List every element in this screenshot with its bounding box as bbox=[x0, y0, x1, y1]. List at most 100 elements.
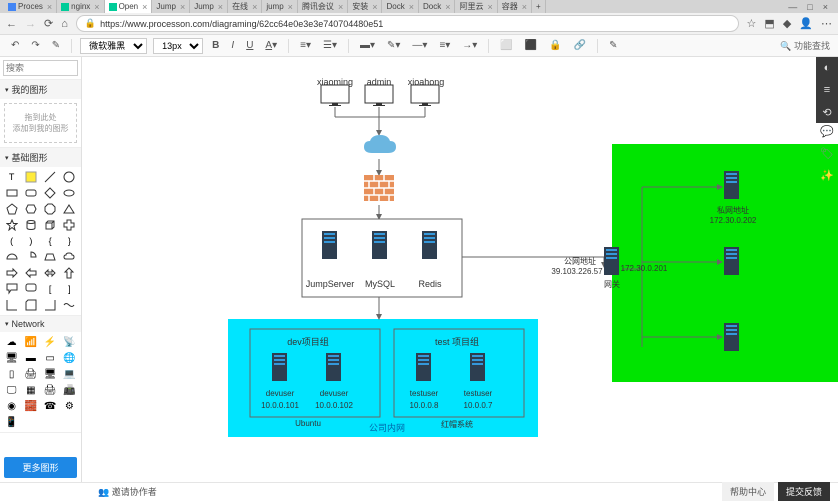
browser-tab[interactable]: 阿里云× bbox=[455, 0, 497, 13]
shape-note[interactable] bbox=[22, 170, 39, 184]
comment-button[interactable]: 💬 bbox=[816, 122, 838, 140]
shape-corner[interactable] bbox=[3, 298, 20, 312]
shape-line[interactable] bbox=[42, 170, 59, 184]
net-printer-icon[interactable]: 🖨 bbox=[42, 383, 59, 397]
shape-arrow-u[interactable] bbox=[61, 266, 78, 280]
home-button[interactable]: ⌂ bbox=[61, 18, 68, 30]
shape-bracket[interactable]: ] bbox=[61, 282, 78, 296]
net-rack-icon[interactable]: ▦ bbox=[22, 383, 39, 397]
back-button-z[interactable]: ⬛ bbox=[522, 38, 540, 53]
shape-paren-r[interactable]: ) bbox=[22, 234, 39, 248]
browser-tab[interactable]: Jump× bbox=[152, 0, 190, 13]
browser-tab[interactable]: nginx× bbox=[57, 0, 104, 13]
browser-tab[interactable]: Open× bbox=[105, 0, 153, 13]
palette-header-network[interactable]: Network bbox=[0, 316, 81, 332]
back-button[interactable]: ← bbox=[6, 18, 17, 30]
shape-circle[interactable] bbox=[61, 170, 78, 184]
shape-hexagon[interactable] bbox=[22, 202, 39, 216]
link-button[interactable]: 🔗 bbox=[571, 38, 589, 53]
shape-roundrect[interactable] bbox=[22, 186, 39, 200]
feedback-button[interactable]: 提交反馈 bbox=[778, 482, 830, 501]
front-button[interactable]: ⬜ bbox=[497, 38, 515, 53]
net-server-icon[interactable]: 🖥 bbox=[3, 351, 20, 365]
shape-triangle[interactable] bbox=[61, 202, 78, 216]
browser-tab[interactable]: 安装× bbox=[348, 0, 382, 13]
line-color-button[interactable]: ✎▾ bbox=[384, 38, 403, 53]
net-misc-icon[interactable]: ⚙ bbox=[61, 399, 78, 413]
shape-diamond[interactable] bbox=[42, 186, 59, 200]
shape-semicircle[interactable] bbox=[3, 250, 20, 264]
net-pc-icon[interactable]: 🖥 bbox=[42, 367, 59, 381]
shape-sector[interactable] bbox=[22, 250, 39, 264]
shape-callout2[interactable] bbox=[22, 282, 39, 296]
browser-tab[interactable]: 容器× bbox=[498, 0, 532, 13]
net-globe-icon[interactable]: 🌐 bbox=[61, 351, 78, 365]
valign-button[interactable]: ☰▾ bbox=[320, 38, 340, 53]
lock-button[interactable]: 🔒 bbox=[546, 38, 564, 53]
net-wifi-icon[interactable]: 📶 bbox=[22, 335, 39, 349]
net-monitor-icon[interactable]: 🖵 bbox=[3, 383, 20, 397]
layers-button[interactable]: ≡ bbox=[816, 79, 838, 101]
redo-button[interactable]: ↷ bbox=[28, 38, 42, 53]
ai-button[interactable]: ✨ bbox=[816, 166, 838, 184]
refresh-button[interactable]: ⟳ bbox=[44, 17, 53, 30]
net-lightning-icon[interactable]: ⚡ bbox=[42, 335, 59, 349]
search-features[interactable]: 🔍 功能查找 bbox=[780, 39, 830, 52]
edit-button[interactable]: ✎ bbox=[606, 38, 620, 53]
shape-arrow-l[interactable] bbox=[22, 266, 39, 280]
net-copier-icon[interactable]: 🖨 bbox=[22, 367, 39, 381]
net-firewall-icon[interactable]: 🧱 bbox=[22, 399, 39, 413]
italic-button[interactable]: I bbox=[228, 38, 237, 53]
palette-header-basic[interactable]: 基础图形 bbox=[0, 148, 81, 167]
shape-octagon[interactable] bbox=[42, 202, 59, 216]
net-phone-icon[interactable]: ☎ bbox=[42, 399, 59, 413]
shape-rect[interactable] bbox=[3, 186, 20, 200]
bold-button[interactable]: B bbox=[209, 38, 222, 53]
drop-zone[interactable]: 拖到此处 添加到我的图形 bbox=[4, 103, 77, 143]
shape-cloud[interactable] bbox=[61, 250, 78, 264]
shape-arrow-lr[interactable] bbox=[42, 266, 59, 280]
net-laptop-icon[interactable]: 💻 bbox=[61, 367, 78, 381]
shape-cylinder[interactable] bbox=[22, 218, 39, 232]
browser-tab[interactable]: Jump× bbox=[190, 0, 228, 13]
font-color-button[interactable]: A▾ bbox=[262, 38, 280, 53]
shape-pentagon[interactable] bbox=[3, 202, 20, 216]
font-select[interactable]: 微软雅黑 bbox=[80, 38, 147, 54]
browser-tab[interactable]: Proces× bbox=[4, 0, 57, 13]
browser-tab[interactable]: 腾讯会议× bbox=[298, 0, 348, 13]
close-button[interactable]: × bbox=[823, 2, 828, 12]
more-shapes-button[interactable]: 更多图形 bbox=[4, 457, 77, 478]
palette-header-my[interactable]: 我的图形 bbox=[0, 80, 81, 99]
shape-text[interactable]: T bbox=[3, 170, 20, 184]
line-style-button[interactable]: —▾ bbox=[409, 38, 430, 53]
net-antenna-icon[interactable]: 📡 bbox=[61, 335, 78, 349]
star-icon[interactable]: ☆ bbox=[747, 17, 757, 30]
shape-arrow-r[interactable] bbox=[3, 266, 20, 280]
profile-icon[interactable]: 👤 bbox=[799, 17, 813, 30]
shape-star[interactable] bbox=[3, 218, 20, 232]
fill-button[interactable]: ▬▾ bbox=[357, 38, 378, 53]
net-router-icon[interactable]: ▬ bbox=[22, 351, 39, 365]
help-button[interactable]: 帮助中心 bbox=[722, 482, 774, 501]
arrow-button[interactable]: →▾ bbox=[459, 38, 480, 53]
shape-brace-r[interactable]: } bbox=[61, 234, 78, 248]
shape-wave[interactable] bbox=[61, 298, 78, 312]
shape-trapezoid[interactable] bbox=[42, 250, 59, 264]
browser-tab[interactable]: Dock× bbox=[382, 0, 419, 13]
maximize-button[interactable]: □ bbox=[807, 2, 812, 12]
browser-tab[interactable]: Dock× bbox=[419, 0, 456, 13]
shape-corner2[interactable] bbox=[42, 298, 59, 312]
net-tablet-icon[interactable]: ▯ bbox=[3, 367, 20, 381]
shape-card[interactable] bbox=[22, 298, 39, 312]
net-phone2-icon[interactable]: 📱 bbox=[3, 415, 20, 429]
net-cloud-icon[interactable]: ☁ bbox=[3, 335, 20, 349]
forward-button[interactable]: → bbox=[25, 18, 36, 30]
menu-icon[interactable]: ⋯ bbox=[821, 17, 832, 30]
extension-icon[interactable]: ◆ bbox=[783, 17, 791, 30]
shape-bracket[interactable]: [ bbox=[42, 282, 59, 296]
url-input[interactable]: 🔒 https://www.processon.com/diagraming/6… bbox=[76, 15, 739, 32]
browser-tab[interactable]: jump× bbox=[262, 0, 298, 13]
theme-button[interactable]: ◐ bbox=[816, 57, 838, 79]
browser-tab[interactable]: 在线× bbox=[228, 0, 262, 13]
font-size-select[interactable]: 13px bbox=[153, 38, 203, 54]
